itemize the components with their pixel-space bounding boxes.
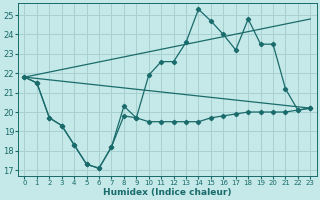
X-axis label: Humidex (Indice chaleur): Humidex (Indice chaleur) — [103, 188, 232, 197]
